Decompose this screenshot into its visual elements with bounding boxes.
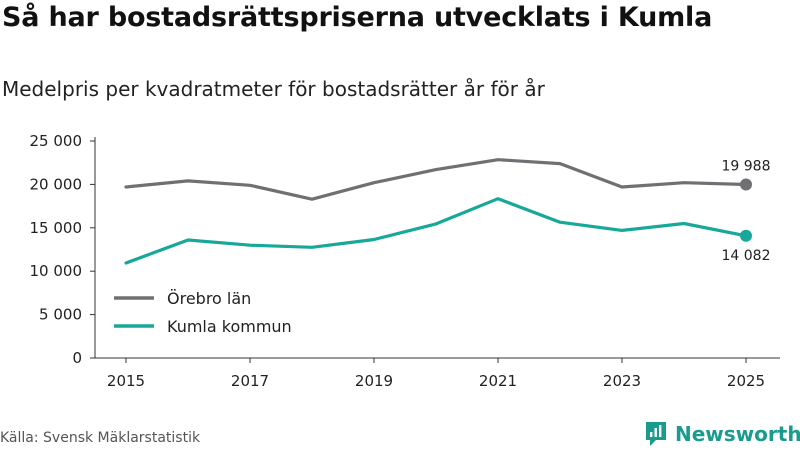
series-end-point-2 [740, 229, 752, 242]
x-tick-label: 2021 [479, 372, 517, 390]
y-tick-label: 0 [72, 349, 82, 367]
x-tick-label: 2025 [727, 372, 765, 390]
legend-label-2: Kumla kommun [167, 317, 292, 336]
series-end-label-1: 19 988 [722, 159, 771, 175]
y-tick-label: 15 000 [30, 219, 83, 237]
source-note: Källa: Svensk Mäklarstatistik [0, 430, 201, 446]
legend-background [104, 282, 318, 342]
x-tick-label: 2017 [231, 372, 269, 390]
newsworthy-logo: Newsworthy [644, 420, 800, 448]
x-tick-label: 2015 [107, 372, 145, 390]
chart-title: Så har bostadsrättspriserna utvecklats i… [2, 2, 713, 33]
series-line-1 [124, 158, 748, 201]
chart-subtitle: Medelpris per kvadratmeter för bostadsrä… [2, 77, 545, 101]
series-line-2 [124, 197, 748, 265]
series-end-label-2: 14 082 [722, 248, 771, 264]
y-tick-label: 20 000 [30, 175, 83, 193]
newsworthy-brand: Newsworthy [675, 422, 800, 446]
y-tick-label: 5 000 [39, 306, 82, 324]
series-end-point-1 [740, 178, 752, 191]
x-tick-label: 2023 [603, 372, 641, 390]
legend-label-1: Örebro län [167, 289, 251, 308]
y-tick-label: 25 000 [30, 132, 83, 150]
line-chart: 0 5 000 10 000 15 000 20 000 25 000 2015 2017 20… [30, 132, 780, 390]
y-tick-label: 10 000 [30, 262, 83, 280]
newsworthy-logo-icon [646, 422, 666, 446]
x-tick-label: 2019 [355, 372, 393, 390]
